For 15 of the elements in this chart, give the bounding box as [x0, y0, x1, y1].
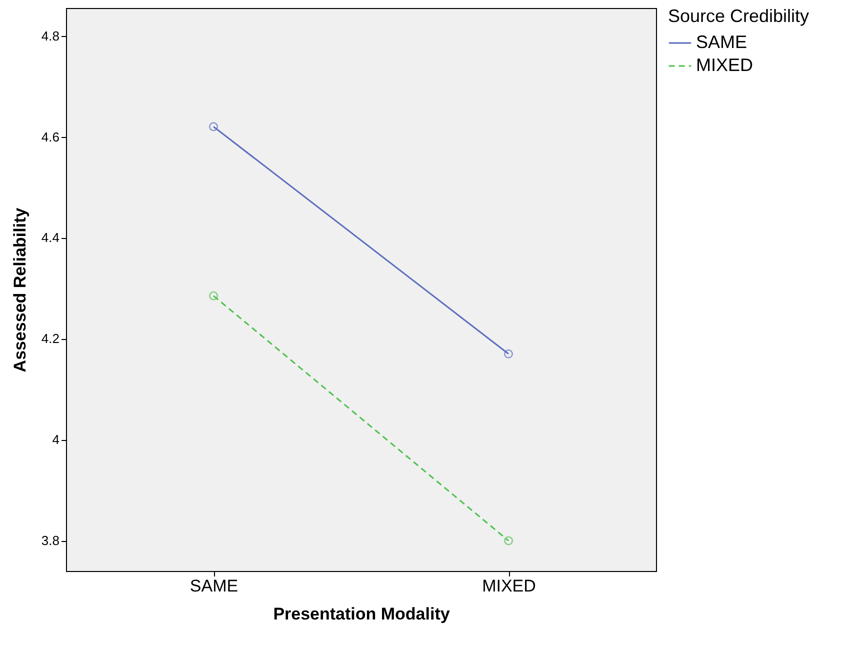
- point: [209, 291, 218, 300]
- point: [209, 122, 218, 132]
- legend-label: MIXED: [696, 55, 754, 75]
- y-tick-label: 4.2: [41, 331, 60, 346]
- y-axis-title: Assessed Reliability: [10, 207, 30, 372]
- legend-title: Source Credibility: [668, 6, 810, 26]
- y-tick-label: 4.6: [41, 129, 60, 144]
- y-tick-label: 3.8: [41, 533, 60, 548]
- legend-label: SAME: [696, 32, 748, 52]
- point: [504, 536, 513, 546]
- y-tick-label: 4.8: [41, 28, 60, 44]
- point: [504, 349, 513, 358]
- x-axis-title: Presentation Modality: [273, 604, 450, 624]
- y-tick-label: 4: [52, 432, 60, 448]
- y-tick-label: 4.4: [41, 230, 60, 246]
